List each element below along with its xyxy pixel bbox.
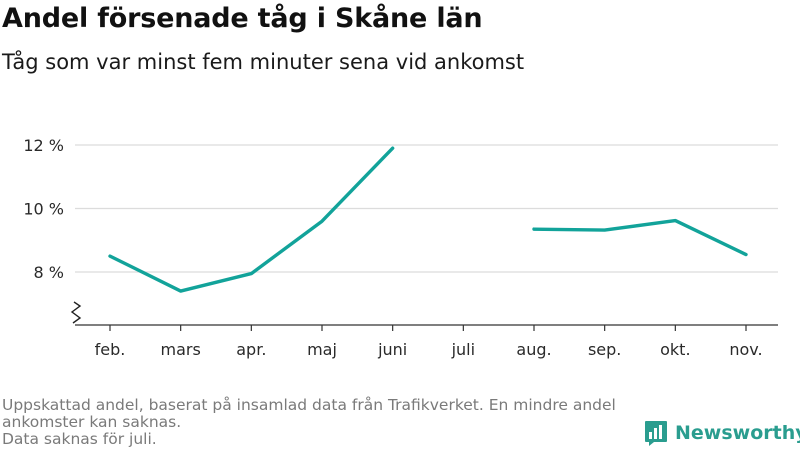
y-tick-label: 8 % — [34, 263, 64, 282]
x-tick-label: apr. — [236, 340, 266, 359]
axis-break-icon — [70, 301, 82, 324]
x-tick-label: okt. — [660, 340, 690, 359]
x-tick-label: juli — [451, 340, 475, 359]
brand-logo: Newsworthy — [644, 420, 800, 446]
series-line — [108, 146, 395, 293]
series-line — [532, 218, 748, 257]
x-tick-label: aug. — [516, 340, 551, 359]
x-tick-label: maj — [307, 340, 337, 359]
brand-name: Newsworthy — [675, 422, 800, 444]
bar-chart-logo-icon — [645, 421, 667, 446]
x-tick-label: sep. — [588, 340, 621, 359]
footnote-line-3: Data saknas för juli. — [2, 430, 157, 448]
x-tick-label: feb. — [95, 340, 126, 359]
y-tick-label: 10 % — [23, 200, 64, 219]
footnote-line-1: Uppskattad andel, baserat på insamlad da… — [2, 396, 616, 414]
chart-subtitle: Tåg som var minst fem minuter sena vid a… — [2, 50, 525, 74]
footnote-line-2: ankomster kan saknas. — [2, 413, 182, 431]
x-tick-label: juni — [377, 340, 407, 359]
x-tick-label: nov. — [729, 340, 762, 359]
footnote: Uppskattad andel, baserat på insamlad da… — [2, 397, 642, 448]
y-tick-label: 12 % — [23, 136, 64, 155]
chart-title: Andel försenade tåg i Skåne län — [2, 3, 483, 34]
x-tick-label: mars — [161, 340, 201, 359]
